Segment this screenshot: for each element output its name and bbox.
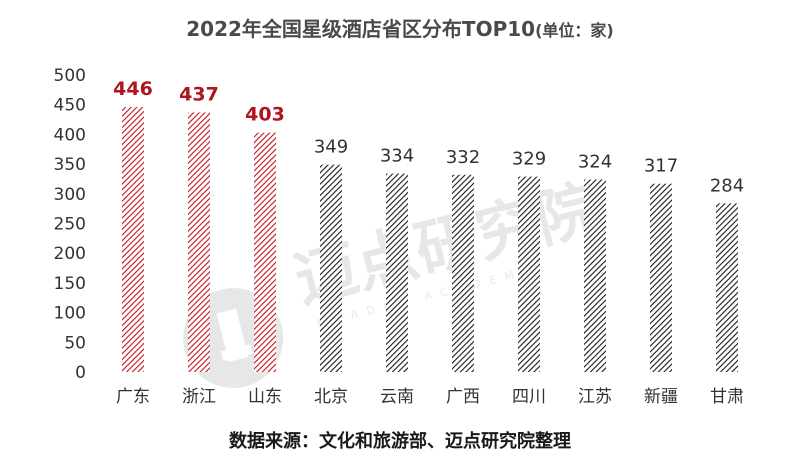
y-tick-label: 0: [75, 363, 86, 383]
y-tick-label: 100: [54, 304, 86, 324]
y-tick-label: 500: [54, 66, 86, 86]
chart-title-unit: (单位：家): [535, 21, 614, 40]
chart-title: 2022年全国星级酒店省区分布TOP10(单位：家): [186, 17, 613, 41]
y-tick-label: 200: [54, 244, 86, 264]
x-tick-label: 甘肃: [710, 387, 744, 407]
x-tick-label: 北京: [314, 387, 348, 407]
data-label: 284: [710, 175, 744, 196]
bar-广西: [452, 174, 474, 372]
y-tick-label: 50: [64, 333, 86, 353]
bar-云南: [386, 173, 408, 372]
y-tick-label: 400: [54, 125, 86, 145]
data-label: 334: [380, 146, 414, 167]
chart-title-main: 2022年全国星级酒店省区分布TOP10: [186, 17, 535, 41]
y-tick-label: 450: [54, 96, 86, 116]
bar-甘肃: [716, 203, 738, 372]
data-label: 329: [512, 149, 546, 170]
data-label: 437: [179, 83, 219, 105]
x-tick-label: 新疆: [644, 387, 678, 407]
x-tick-label: 浙江: [182, 387, 216, 407]
bar-山东: [254, 132, 276, 372]
data-label: 446: [113, 78, 153, 100]
bar-江苏: [584, 179, 606, 372]
y-tick-label: 150: [54, 274, 86, 294]
data-label: 332: [446, 147, 480, 168]
x-tick-label: 山东: [248, 387, 282, 407]
bar-新疆: [650, 183, 672, 372]
bar-浙江: [188, 112, 210, 372]
y-tick-label: 300: [54, 185, 86, 205]
data-label: 317: [644, 156, 678, 177]
x-tick-label: 四川: [512, 387, 546, 407]
data-label: 324: [578, 152, 612, 173]
x-tick-label: 广东: [116, 387, 150, 407]
data-label: 403: [245, 104, 285, 126]
bar-广东: [122, 107, 144, 373]
bar-四川: [518, 176, 540, 372]
y-tick-label: 250: [54, 215, 86, 235]
data-label: 349: [314, 137, 348, 158]
x-axis: 广东 浙江 山东 北京 云南 广西 四川 江苏 新疆 甘肃: [116, 387, 744, 407]
bar-series: [122, 107, 738, 373]
x-tick-label: 广西: [446, 387, 480, 407]
y-axis: 0 50 100 150 200 250 300 350 400 450 500: [54, 66, 86, 383]
bar-北京: [320, 164, 342, 372]
x-tick-label: 云南: [380, 387, 414, 407]
value-labels: 446 437 403 349 334 332 329 324 317 284: [113, 78, 744, 196]
y-tick-label: 350: [54, 155, 86, 175]
source-note: 数据来源：文化和旅游部、迈点研究院整理: [229, 430, 571, 452]
x-tick-label: 江苏: [578, 387, 612, 407]
